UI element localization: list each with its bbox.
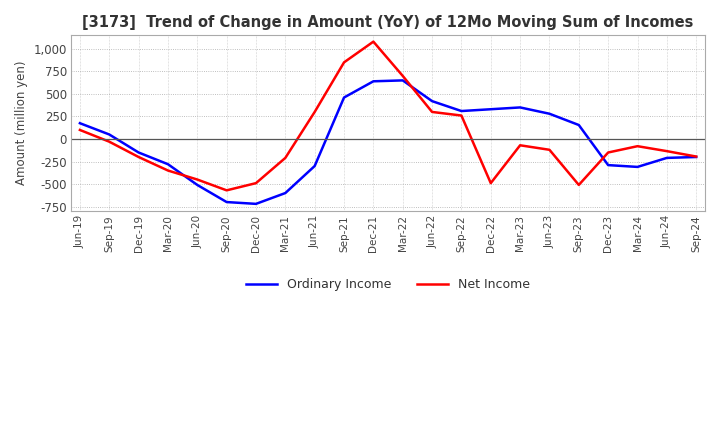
Title: [3173]  Trend of Change in Amount (YoY) of 12Mo Moving Sum of Incomes: [3173] Trend of Change in Amount (YoY) o… — [82, 15, 694, 30]
Line: Net Income: Net Income — [80, 42, 696, 191]
Net Income — [604, 150, 613, 155]
Ordinary Income — [457, 108, 466, 114]
Ordinary Income — [369, 79, 378, 84]
Ordinary Income — [252, 201, 261, 206]
Line: Ordinary Income: Ordinary Income — [80, 81, 696, 204]
Net Income — [281, 155, 289, 161]
Y-axis label: Amount (million yen): Amount (million yen) — [15, 61, 28, 185]
Net Income — [310, 109, 319, 114]
Ordinary Income — [545, 111, 554, 117]
Ordinary Income — [692, 154, 701, 160]
Net Income — [516, 143, 524, 148]
Ordinary Income — [604, 162, 613, 168]
Net Income — [428, 109, 436, 114]
Net Income — [457, 113, 466, 118]
Ordinary Income — [105, 132, 114, 137]
Ordinary Income — [134, 150, 143, 155]
Net Income — [222, 188, 231, 193]
Ordinary Income — [310, 163, 319, 169]
Net Income — [545, 147, 554, 152]
Ordinary Income — [633, 164, 642, 169]
Net Income — [76, 127, 84, 132]
Net Income — [340, 60, 348, 65]
Net Income — [487, 180, 495, 186]
Legend: Ordinary Income, Net Income: Ordinary Income, Net Income — [241, 273, 535, 296]
Net Income — [369, 39, 378, 44]
Ordinary Income — [340, 95, 348, 100]
Net Income — [662, 149, 671, 154]
Ordinary Income — [575, 122, 583, 128]
Ordinary Income — [516, 105, 524, 110]
Ordinary Income — [662, 155, 671, 161]
Ordinary Income — [487, 106, 495, 112]
Ordinary Income — [398, 78, 407, 83]
Net Income — [692, 154, 701, 159]
Net Income — [398, 73, 407, 78]
Net Income — [105, 139, 114, 144]
Net Income — [575, 182, 583, 187]
Ordinary Income — [428, 99, 436, 104]
Ordinary Income — [163, 161, 172, 167]
Net Income — [633, 143, 642, 149]
Net Income — [252, 180, 261, 186]
Net Income — [163, 168, 172, 173]
Ordinary Income — [281, 191, 289, 196]
Net Income — [134, 154, 143, 160]
Ordinary Income — [76, 121, 84, 126]
Ordinary Income — [222, 199, 231, 205]
Net Income — [193, 177, 202, 182]
Ordinary Income — [193, 182, 202, 187]
